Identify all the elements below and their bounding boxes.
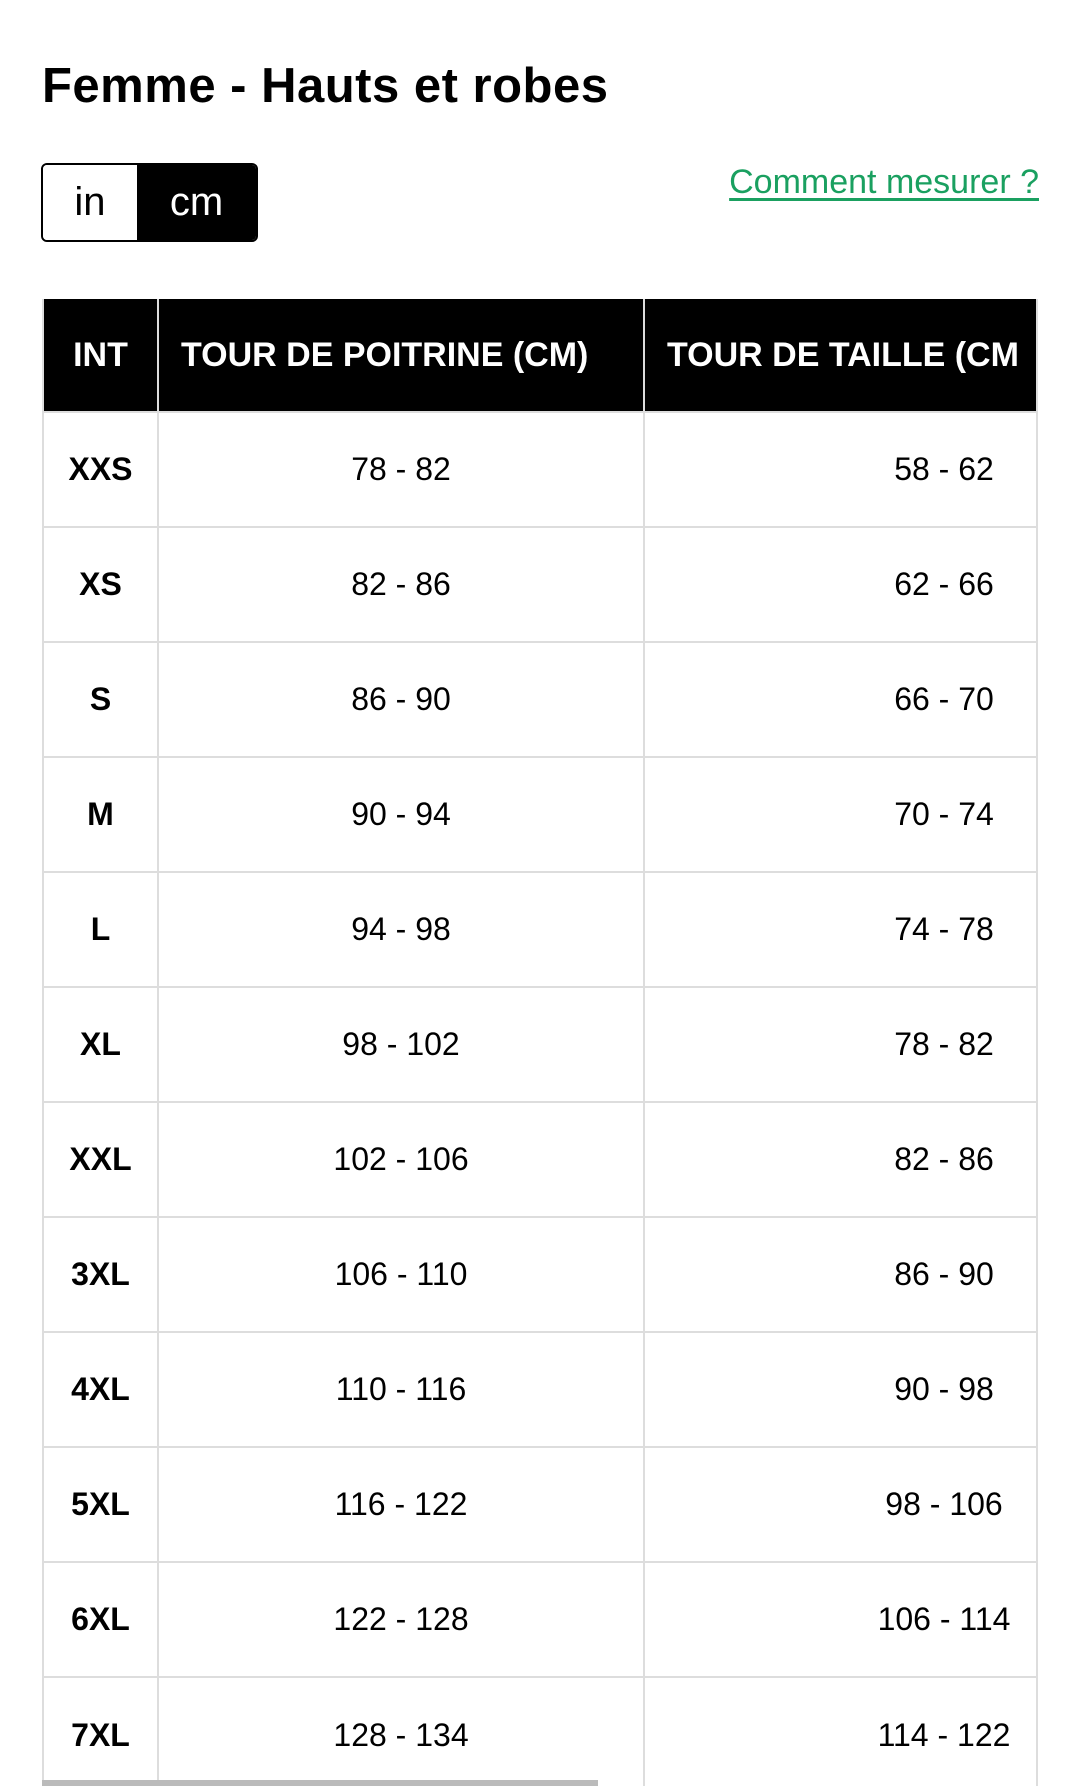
size-cell: 3XL	[44, 1216, 159, 1332]
size-cell: S	[44, 641, 159, 757]
chest-cell: 90 - 94	[158, 756, 645, 872]
page-title: Femme - Hauts et robes	[42, 59, 609, 113]
table-row: S 86 - 90 66 - 70	[44, 641, 1036, 757]
table-row: 4XL 110 - 116 90 - 98	[44, 1331, 1036, 1447]
waist-cell: 90 - 98	[644, 1331, 1036, 1447]
waist-cell: 106 - 114	[644, 1561, 1036, 1677]
header-chest: TOUR DE POITRINE (CM)	[158, 299, 645, 412]
size-cell: L	[44, 871, 159, 987]
size-cell: XS	[44, 526, 159, 642]
table-row: 5XL 116 - 122 98 - 106	[44, 1446, 1036, 1562]
waist-cell: 70 - 74	[644, 756, 1036, 872]
waist-cell: 62 - 66	[644, 526, 1036, 642]
size-cell: 5XL	[44, 1446, 159, 1562]
waist-cell: 78 - 82	[644, 986, 1036, 1102]
size-cell: M	[44, 756, 159, 872]
header-int: INT	[44, 299, 159, 412]
waist-cell: 66 - 70	[644, 641, 1036, 757]
unit-option-cm[interactable]: cm	[137, 165, 256, 240]
table-row: 7XL 128 - 134 114 - 122	[44, 1676, 1036, 1786]
waist-cell: 114 - 122	[644, 1676, 1036, 1786]
size-cell: XXS	[44, 411, 159, 527]
table-row: XXS 78 - 82 58 - 62	[44, 411, 1036, 527]
chest-cell: 122 - 128	[158, 1561, 645, 1677]
size-chart-table[interactable]: INT TOUR DE POITRINE (CM) TOUR DE TAILLE…	[42, 299, 1038, 1786]
table-row: 3XL 106 - 110 86 - 90	[44, 1216, 1036, 1332]
horizontal-scrollbar[interactable]	[42, 1780, 598, 1786]
table-row: XS 82 - 86 62 - 66	[44, 526, 1036, 642]
table-header-row: INT TOUR DE POITRINE (CM) TOUR DE TAILLE…	[44, 299, 1036, 412]
table-row: 6XL 122 - 128 106 - 114	[44, 1561, 1036, 1677]
waist-cell: 82 - 86	[644, 1101, 1036, 1217]
chest-cell: 82 - 86	[158, 526, 645, 642]
size-cell: XXL	[44, 1101, 159, 1217]
size-cell: XL	[44, 986, 159, 1102]
table-row: M 90 - 94 70 - 74	[44, 756, 1036, 872]
waist-cell: 86 - 90	[644, 1216, 1036, 1332]
size-cell: 6XL	[44, 1561, 159, 1677]
size-cell: 4XL	[44, 1331, 159, 1447]
table-row: XXL 102 - 106 82 - 86	[44, 1101, 1036, 1217]
table-row: L 94 - 98 74 - 78	[44, 871, 1036, 987]
how-to-measure-link[interactable]: Comment mesurer ?	[729, 163, 1039, 201]
waist-cell: 98 - 106	[644, 1446, 1036, 1562]
header-waist: TOUR DE TAILLE (CM	[644, 299, 1036, 412]
waist-cell: 58 - 62	[644, 411, 1036, 527]
chest-cell: 78 - 82	[158, 411, 645, 527]
unit-toggle[interactable]: in cm	[41, 163, 258, 242]
table-row: XL 98 - 102 78 - 82	[44, 986, 1036, 1102]
chest-cell: 102 - 106	[158, 1101, 645, 1217]
chest-cell: 86 - 90	[158, 641, 645, 757]
waist-cell: 74 - 78	[644, 871, 1036, 987]
chest-cell: 94 - 98	[158, 871, 645, 987]
chest-cell: 110 - 116	[158, 1331, 645, 1447]
chest-cell: 116 - 122	[158, 1446, 645, 1562]
size-cell: 7XL	[44, 1676, 159, 1786]
chest-cell: 106 - 110	[158, 1216, 645, 1332]
unit-option-in[interactable]: in	[43, 165, 137, 240]
chest-cell: 128 - 134	[158, 1676, 645, 1786]
chest-cell: 98 - 102	[158, 986, 645, 1102]
